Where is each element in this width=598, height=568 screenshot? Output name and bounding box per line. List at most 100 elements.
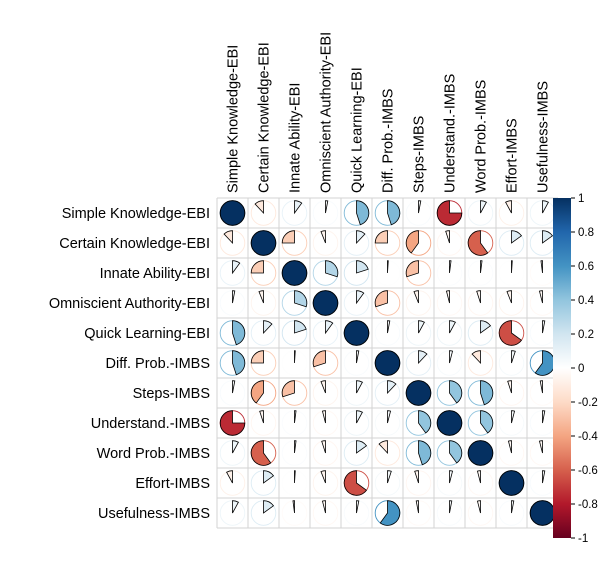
pie-slice (312, 350, 326, 368)
pie-slice (356, 290, 365, 305)
pie-cell (250, 350, 277, 376)
pie-slice (387, 380, 397, 395)
pie-cell (467, 500, 494, 526)
row-label: Diff. Prob.-IMBS (106, 356, 210, 372)
pie-slice (436, 200, 463, 226)
pie-slice (343, 320, 370, 346)
pie-cell (498, 320, 525, 346)
pie-cell (219, 200, 246, 226)
pie-cell (498, 440, 525, 466)
pie-slice (356, 230, 366, 245)
pie-slice (449, 380, 463, 404)
pie-cell (312, 500, 339, 526)
pie-slice (325, 260, 339, 278)
pie-slice (312, 290, 339, 316)
pie-cell (529, 350, 556, 376)
pie-cell (219, 440, 246, 466)
pie-cell (281, 350, 308, 376)
pie-cell (405, 440, 432, 466)
pie-slice (418, 350, 428, 365)
row-label: Understand.-IMBS (91, 416, 210, 432)
pie-slice (374, 350, 401, 376)
pie-slice (356, 380, 363, 394)
pie-slice (374, 230, 388, 244)
pie-slice (226, 470, 233, 484)
pie-slice (467, 230, 489, 256)
pie-cell (281, 290, 308, 316)
pie-cell (498, 260, 525, 286)
pie-cell (219, 470, 246, 496)
pie-cell (219, 350, 246, 376)
row-label: Simple Knowledge-EBI (62, 206, 210, 222)
pie-slice (418, 410, 432, 434)
pie-cell (343, 350, 370, 376)
pie-cell (312, 260, 339, 286)
colorbar-tick-label: 1 (578, 193, 584, 205)
pie-slice (292, 500, 295, 514)
colorbar-tick-label: 0 (578, 363, 584, 375)
colorbar: 1 0.8 0.6 0.4 0.2 0 -0.2 -0.4 -0.6 -0.8 -1 (553, 193, 598, 545)
pie-slice (259, 410, 264, 424)
pie-cell (219, 500, 246, 526)
row-label: Effort-IMBS (135, 476, 210, 492)
pie-cell (250, 380, 277, 406)
pie-slice (294, 410, 297, 424)
pie-slice (281, 380, 295, 398)
pie-slice (321, 410, 326, 424)
pie-slice (413, 290, 419, 304)
pie-cell (498, 290, 525, 316)
pie-slice (405, 260, 419, 278)
pie-slice (414, 470, 419, 484)
column-label: Understand.-IMBS (443, 74, 459, 193)
pie-cell (250, 440, 277, 466)
pie-cell (250, 500, 277, 526)
pie-slice (281, 260, 308, 286)
pie-cell (405, 200, 432, 226)
colorbar-tick-label: -0.6 (578, 465, 598, 477)
pie-slice (449, 500, 453, 514)
pie-cell (374, 410, 401, 436)
pie-slice (232, 290, 236, 304)
pie-cell (250, 290, 277, 316)
column-label: Word Prob.-IMBS (474, 80, 490, 193)
pie-slice (387, 410, 392, 424)
pie-slice (321, 500, 326, 514)
pie-cell (343, 320, 370, 346)
pie-slice (387, 200, 401, 226)
pie-cell (374, 290, 401, 316)
pie-cell (436, 380, 463, 406)
pie-cell (405, 350, 432, 376)
pie-cell (467, 320, 494, 346)
pie-slice (529, 500, 556, 526)
pie-cell (219, 320, 246, 346)
pie-slice (542, 230, 554, 244)
pie-cell (529, 200, 556, 226)
pie-cell (498, 380, 525, 406)
pie-cell (343, 230, 370, 256)
row-labels: Simple Knowledge-EBI Certain Knowledge-EB… (49, 206, 210, 522)
pie-cell (219, 380, 246, 406)
column-label: Omniscient Authority-EBI (319, 32, 335, 193)
pie-cell (281, 230, 308, 256)
pie-slice (498, 470, 525, 496)
pie-cell (436, 290, 463, 316)
pie-cell (405, 230, 432, 256)
pie-slice (449, 350, 454, 364)
pie-cell (529, 470, 556, 496)
pie-cell (405, 470, 432, 496)
pie-slice (467, 440, 494, 466)
pie-cell (529, 500, 556, 526)
pie-slice (542, 410, 546, 424)
pie-slice (540, 260, 543, 274)
pie-slice (436, 410, 463, 436)
pie-cell (436, 410, 463, 436)
pie-slice (250, 260, 264, 274)
pie-slice (356, 500, 360, 514)
pie-slice (405, 230, 419, 254)
colorbar-tick-label: -1 (578, 533, 588, 545)
pie-cell (374, 230, 401, 256)
pie-cell (374, 200, 401, 226)
column-label: Steps-IMBS (412, 116, 428, 193)
pie-slice (539, 380, 543, 394)
